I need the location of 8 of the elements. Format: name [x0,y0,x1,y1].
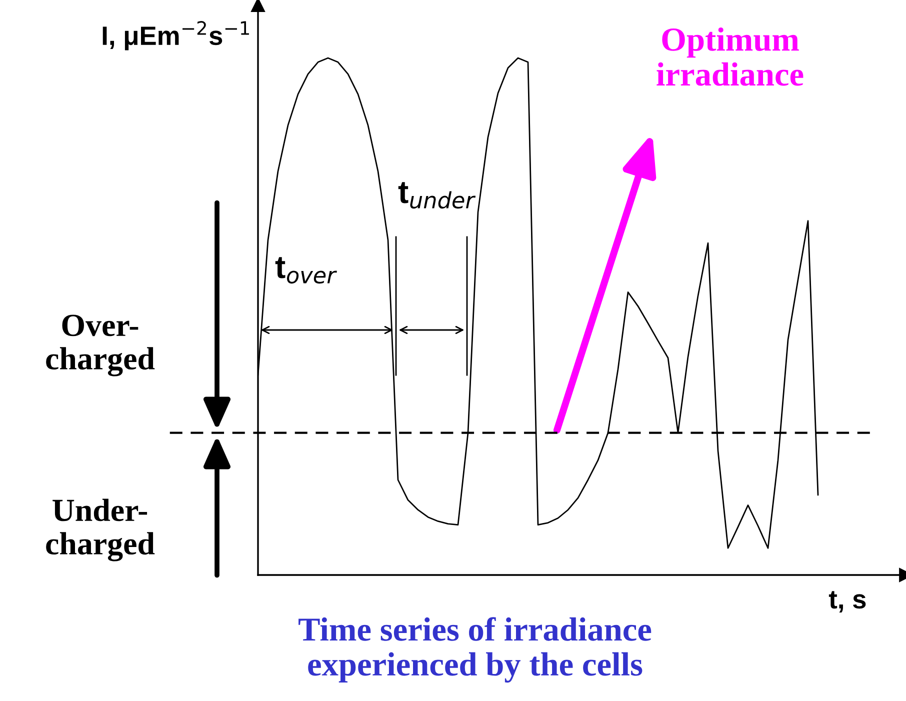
annotation: Optimum irradiance [656,27,804,86]
x-axis-title: t, s [828,591,866,612]
text: Time series of irradiance experienced by the cells [298,617,652,683]
annotation: t$_{under}$ [398,182,476,209]
y-axis-title: I, μEm$^{−2}$s$^{−1}$ [102,21,249,50]
text: Over- charged [46,314,155,376]
text: Under- charged [46,498,155,562]
annotation: t$_{over}$ [275,257,337,284]
